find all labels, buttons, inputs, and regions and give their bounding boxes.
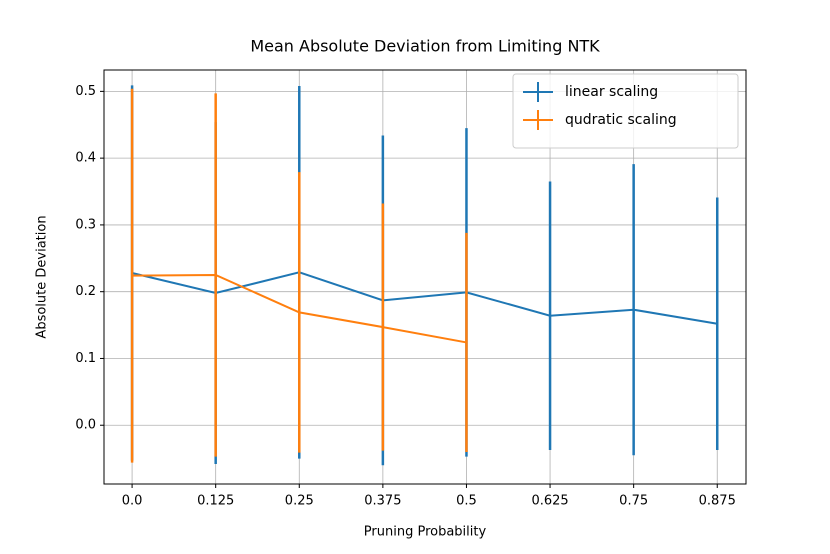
x-tick-label: 0.5 xyxy=(456,494,477,509)
x-axis-label: Pruning Probability xyxy=(364,525,487,540)
legend-label: linear scaling xyxy=(565,84,658,100)
x-tick-label: 0.375 xyxy=(364,494,401,509)
series-line xyxy=(131,271,718,325)
x-tick-label: 0.75 xyxy=(619,494,648,509)
y-tick-label: 0.1 xyxy=(75,351,96,366)
y-tick-label: 0.3 xyxy=(75,217,96,232)
x-tick-label: 0.625 xyxy=(531,494,568,509)
legend-box xyxy=(512,73,739,149)
x-tick-label: 0.875 xyxy=(699,494,736,509)
y-axis-label: Absolute Deviation xyxy=(35,215,50,338)
x-tick-label: 0.25 xyxy=(285,494,314,509)
plot-frame xyxy=(103,69,747,485)
x-tick-label: 0.125 xyxy=(197,494,234,509)
x-tick-label: 0.0 xyxy=(122,494,143,509)
legend-label: qudratic scaling xyxy=(565,112,677,128)
chart-title: Mean Absolute Deviation from Limiting NT… xyxy=(250,37,600,56)
y-tick-label: 0.4 xyxy=(75,151,96,166)
y-tick-label: 0.2 xyxy=(75,284,96,299)
y-tick-label: 0.5 xyxy=(75,84,96,99)
y-tick-label: 0.0 xyxy=(75,418,96,433)
